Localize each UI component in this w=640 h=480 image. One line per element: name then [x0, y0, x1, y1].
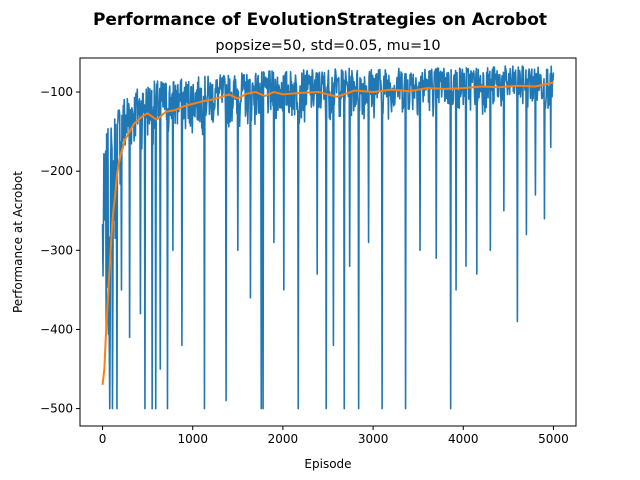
y-tick-label: −100: [40, 85, 73, 99]
y-tick-label: −400: [40, 322, 73, 336]
x-tick-label: 4000: [448, 432, 479, 446]
moving-average-line: [101, 81, 554, 385]
x-tick-label: 1000: [177, 432, 208, 446]
plot-frame: [79, 57, 577, 427]
y-tick-label: −300: [40, 243, 73, 257]
x-axis: 0 1000 2000 3000 4000 5000: [99, 426, 569, 446]
y-axis: −500 −400 −300 −200 −100: [40, 85, 80, 416]
x-tick-label: 3000: [358, 432, 389, 446]
raw-performance-line: [101, 65, 555, 410]
plot-area: [101, 65, 555, 410]
raw-performance-series: [101, 65, 555, 410]
x-tick-label: 0: [99, 432, 107, 446]
x-tick-label: 5000: [538, 432, 569, 446]
x-tick-label: 2000: [268, 432, 299, 446]
y-axis-label: Performance at Acrobot: [11, 171, 25, 313]
chart-subtitle: popsize=50, std=0.05, mu=10: [215, 38, 440, 54]
y-tick-label: −500: [40, 402, 73, 416]
x-axis-label: Episode: [304, 457, 351, 471]
chart-title: Performance of EvolutionStrategies on Ac…: [93, 10, 547, 30]
y-tick-label: −200: [40, 164, 73, 178]
